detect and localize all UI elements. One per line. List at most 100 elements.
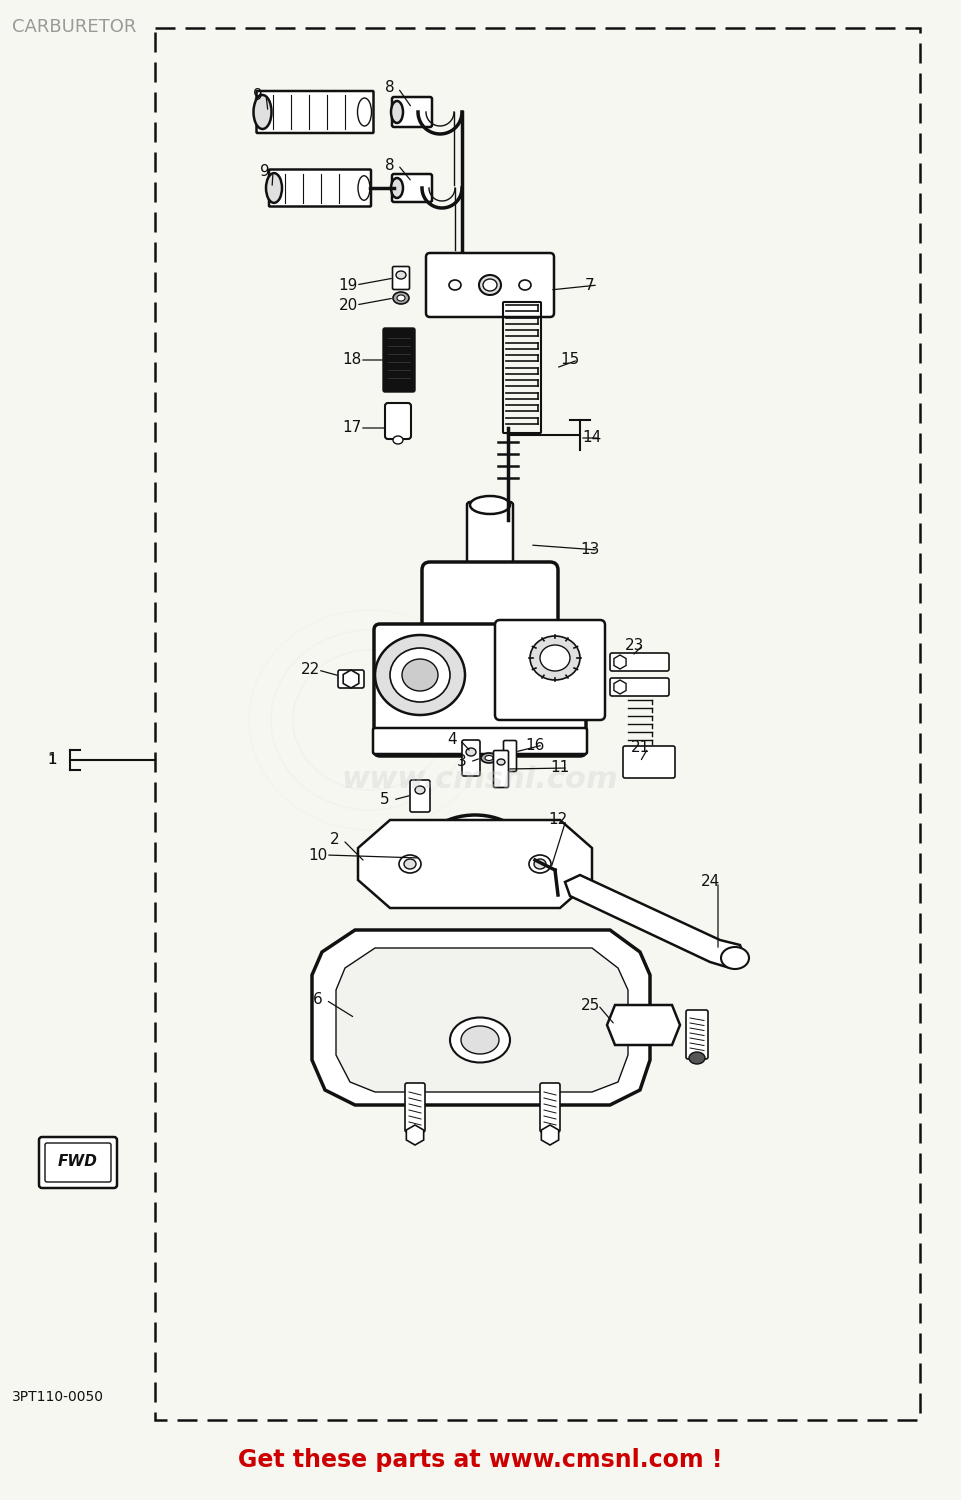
Text: 4: 4 [447, 732, 456, 747]
Ellipse shape [497, 759, 505, 765]
Ellipse shape [254, 94, 272, 129]
Bar [155, 28, 920, 1420]
Ellipse shape [485, 756, 493, 760]
Ellipse shape [461, 1026, 499, 1054]
Text: 3: 3 [457, 754, 467, 770]
Text: 15: 15 [560, 352, 579, 368]
Ellipse shape [404, 859, 416, 868]
Ellipse shape [530, 636, 580, 680]
Text: 16: 16 [526, 738, 545, 753]
Text: 13: 13 [580, 543, 600, 558]
Text: 1: 1 [47, 753, 57, 766]
Text: 1: 1 [47, 753, 57, 768]
Ellipse shape [449, 280, 461, 290]
Ellipse shape [396, 272, 406, 279]
Ellipse shape [721, 946, 749, 969]
Text: 2: 2 [331, 833, 340, 848]
Ellipse shape [450, 1017, 510, 1062]
Text: 20: 20 [338, 297, 357, 312]
FancyBboxPatch shape [426, 254, 554, 316]
FancyBboxPatch shape [45, 1143, 111, 1182]
Ellipse shape [466, 748, 476, 756]
Text: 12: 12 [549, 813, 568, 828]
Ellipse shape [435, 827, 515, 884]
Text: 21: 21 [630, 741, 650, 756]
Text: 25: 25 [580, 998, 600, 1012]
Text: 24: 24 [701, 874, 720, 890]
Text: 18: 18 [342, 352, 361, 368]
Ellipse shape [415, 786, 425, 794]
FancyBboxPatch shape [422, 562, 558, 658]
Ellipse shape [483, 279, 497, 291]
Ellipse shape [358, 176, 370, 201]
Text: CARBURETOR: CARBURETOR [12, 18, 136, 36]
Ellipse shape [375, 634, 465, 716]
Text: 8: 8 [385, 158, 395, 172]
Polygon shape [358, 821, 592, 908]
Ellipse shape [479, 274, 501, 296]
Ellipse shape [481, 753, 497, 764]
FancyBboxPatch shape [392, 267, 409, 290]
Text: 14: 14 [582, 430, 602, 445]
Polygon shape [607, 1005, 680, 1046]
FancyBboxPatch shape [610, 652, 669, 670]
Ellipse shape [393, 292, 409, 304]
Text: 8: 8 [385, 81, 395, 96]
FancyBboxPatch shape [686, 1010, 708, 1059]
Text: 7: 7 [585, 278, 595, 292]
Ellipse shape [397, 296, 405, 302]
Ellipse shape [399, 855, 421, 873]
FancyBboxPatch shape [405, 1083, 425, 1132]
FancyBboxPatch shape [494, 750, 508, 788]
Text: 5: 5 [381, 792, 390, 807]
FancyBboxPatch shape [373, 728, 587, 754]
FancyBboxPatch shape [374, 624, 586, 756]
Ellipse shape [402, 658, 438, 692]
FancyBboxPatch shape [467, 503, 513, 578]
Text: 9: 9 [260, 165, 270, 180]
Polygon shape [565, 874, 745, 968]
FancyBboxPatch shape [504, 741, 516, 771]
Ellipse shape [357, 98, 372, 126]
Ellipse shape [420, 815, 530, 896]
Text: 11: 11 [551, 760, 570, 776]
Ellipse shape [391, 100, 403, 123]
Ellipse shape [470, 496, 510, 514]
FancyBboxPatch shape [495, 620, 605, 720]
Text: Get these parts at www.cmsnl.com !: Get these parts at www.cmsnl.com ! [237, 1448, 723, 1472]
Ellipse shape [448, 836, 503, 874]
Polygon shape [336, 948, 628, 1092]
Ellipse shape [390, 648, 450, 702]
FancyBboxPatch shape [392, 174, 432, 202]
Text: www.cmsnl.com: www.cmsnl.com [341, 765, 618, 795]
FancyBboxPatch shape [39, 1137, 117, 1188]
Ellipse shape [554, 892, 562, 908]
Polygon shape [312, 930, 650, 1106]
FancyBboxPatch shape [540, 1083, 560, 1132]
Text: 9: 9 [253, 87, 263, 102]
FancyBboxPatch shape [257, 92, 374, 134]
Text: 10: 10 [308, 847, 328, 862]
FancyBboxPatch shape [410, 780, 430, 812]
Ellipse shape [540, 645, 570, 670]
Text: FWD: FWD [58, 1155, 98, 1170]
Ellipse shape [393, 436, 403, 444]
Text: 17: 17 [342, 420, 361, 435]
Text: 3PT110-0050: 3PT110-0050 [12, 1390, 104, 1404]
FancyBboxPatch shape [383, 328, 415, 392]
FancyBboxPatch shape [623, 746, 675, 778]
Ellipse shape [391, 178, 403, 198]
Ellipse shape [519, 280, 531, 290]
Ellipse shape [266, 172, 282, 202]
FancyBboxPatch shape [385, 404, 411, 439]
Text: 6: 6 [313, 993, 323, 1008]
FancyBboxPatch shape [462, 740, 480, 776]
Ellipse shape [529, 855, 551, 873]
Ellipse shape [689, 1052, 705, 1064]
FancyBboxPatch shape [610, 678, 669, 696]
Text: 23: 23 [626, 638, 645, 652]
FancyBboxPatch shape [269, 170, 371, 207]
Text: 19: 19 [338, 278, 357, 292]
FancyBboxPatch shape [338, 670, 364, 688]
Ellipse shape [534, 859, 546, 868]
